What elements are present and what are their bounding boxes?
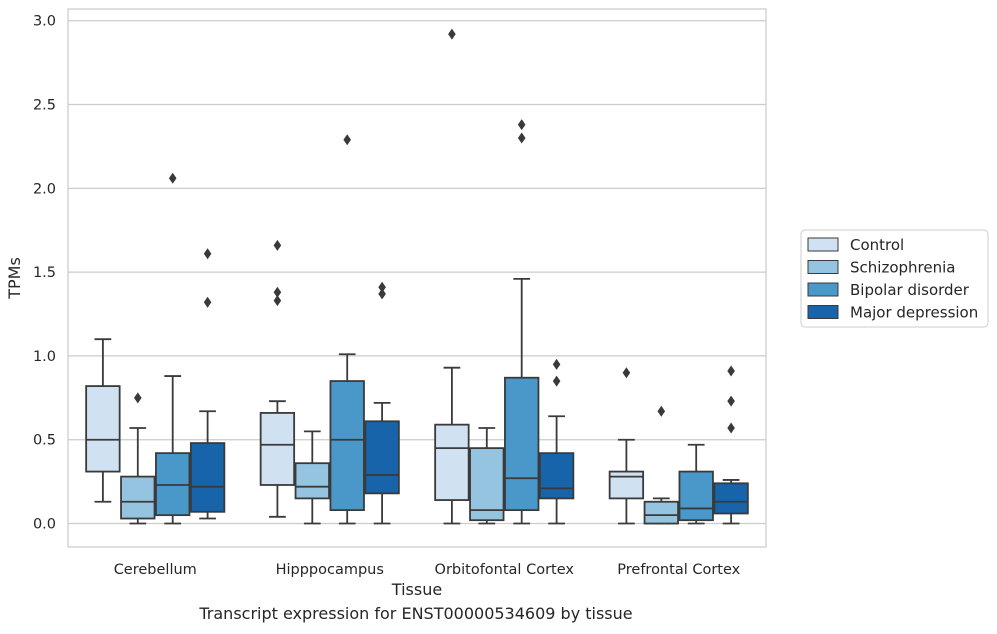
outlier-point (273, 286, 282, 298)
x-axis-label: Tissue (391, 580, 442, 599)
outlier-point (378, 281, 386, 293)
box-iqr (189, 442, 226, 513)
outlier-point (273, 295, 282, 307)
outlier-point (517, 132, 526, 144)
box-bipolar-disorder (504, 119, 540, 525)
box-control (608, 367, 645, 525)
outlier-point (203, 248, 212, 260)
y-tick-labels: 0.0 0.5 1.0 1.5 2.0 2.5 3.0 (33, 14, 56, 533)
x-tick-labels: Cerebellum Hipppocampus Orbitofontal Corte… (114, 562, 741, 578)
box-bipolar-disorder (155, 172, 191, 525)
box-iqr (643, 500, 679, 525)
x-tick-label: Prefrontal Cortex (617, 562, 740, 578)
figure-caption: Transcript expression for ENST0000053460… (199, 604, 633, 623)
box-control (434, 28, 470, 525)
y-tick-label: 2.5 (33, 98, 56, 114)
legend-swatch (807, 305, 839, 319)
box-major-depression (713, 365, 749, 525)
legend: Control Schizophrenia Bipolar disorder Majo… (800, 229, 989, 328)
legend-label: Bipolar disorder (850, 281, 970, 299)
outlier-point (343, 134, 351, 146)
box-schizophrenia (294, 430, 330, 525)
y-tick-label: 2.0 (33, 181, 56, 197)
outlier-point (378, 288, 386, 300)
legend-label: Control (850, 236, 904, 254)
box-iqr (713, 482, 749, 515)
outlier-point (657, 405, 666, 417)
box-iqr (678, 470, 714, 522)
box-iqr (434, 423, 470, 501)
legend-swatch (807, 237, 839, 252)
x-tick-label: Cerebellum (114, 562, 197, 578)
box-control (85, 338, 121, 503)
box-bipolar-disorder (329, 134, 365, 525)
legend-swatch (807, 282, 839, 297)
box-iqr (120, 475, 156, 520)
box-major-depression (189, 248, 226, 520)
box-major-depression (364, 281, 400, 525)
outlier-point (727, 422, 735, 434)
outlier-point (273, 239, 282, 251)
outlier-point (517, 119, 526, 131)
y-tick-label: 1.0 (33, 349, 56, 365)
box-iqr (538, 452, 575, 500)
box-iqr (294, 462, 330, 500)
legend-label: Major depression (850, 304, 978, 322)
outlier-point (552, 375, 561, 387)
box-schizophrenia (120, 392, 156, 525)
box-iqr (608, 470, 645, 500)
y-tick-label: 3.0 (33, 14, 56, 30)
box-schizophrenia (643, 405, 679, 525)
box-iqr (329, 380, 365, 512)
y-axis-label: TPMs (5, 257, 24, 300)
y-tick-label: 1.5 (33, 265, 56, 281)
gridlines (68, 20, 766, 525)
box-iqr (85, 385, 121, 473)
outlier-point (622, 367, 631, 379)
outlier-point (727, 365, 735, 377)
outlier-point (134, 392, 142, 404)
outlier-point (552, 358, 561, 370)
box-major-depression (538, 358, 575, 525)
outlier-point (168, 172, 177, 184)
outlier-point (448, 28, 456, 40)
x-tick-label: Orbitofontal Cortex (435, 562, 575, 578)
plot-frame (67, 8, 767, 548)
box-iqr (469, 447, 505, 522)
box-bipolar-disorder (678, 443, 714, 525)
y-tick-label: 0.0 (33, 517, 56, 533)
x-tick-label: Hipppocampus (276, 562, 384, 578)
box-iqr (259, 412, 296, 486)
box-iqr (504, 376, 540, 512)
box-control (259, 239, 296, 518)
y-tick-label: 0.5 (33, 433, 56, 449)
box-groups (85, 28, 749, 525)
outlier-point (727, 395, 735, 407)
legend-frame (800, 229, 989, 328)
box-schizophrenia (469, 427, 505, 525)
box-iqr (364, 420, 400, 495)
outlier-point (203, 296, 212, 308)
legend-swatch (807, 260, 839, 274)
legend-label: Schizophrenia (850, 259, 955, 277)
